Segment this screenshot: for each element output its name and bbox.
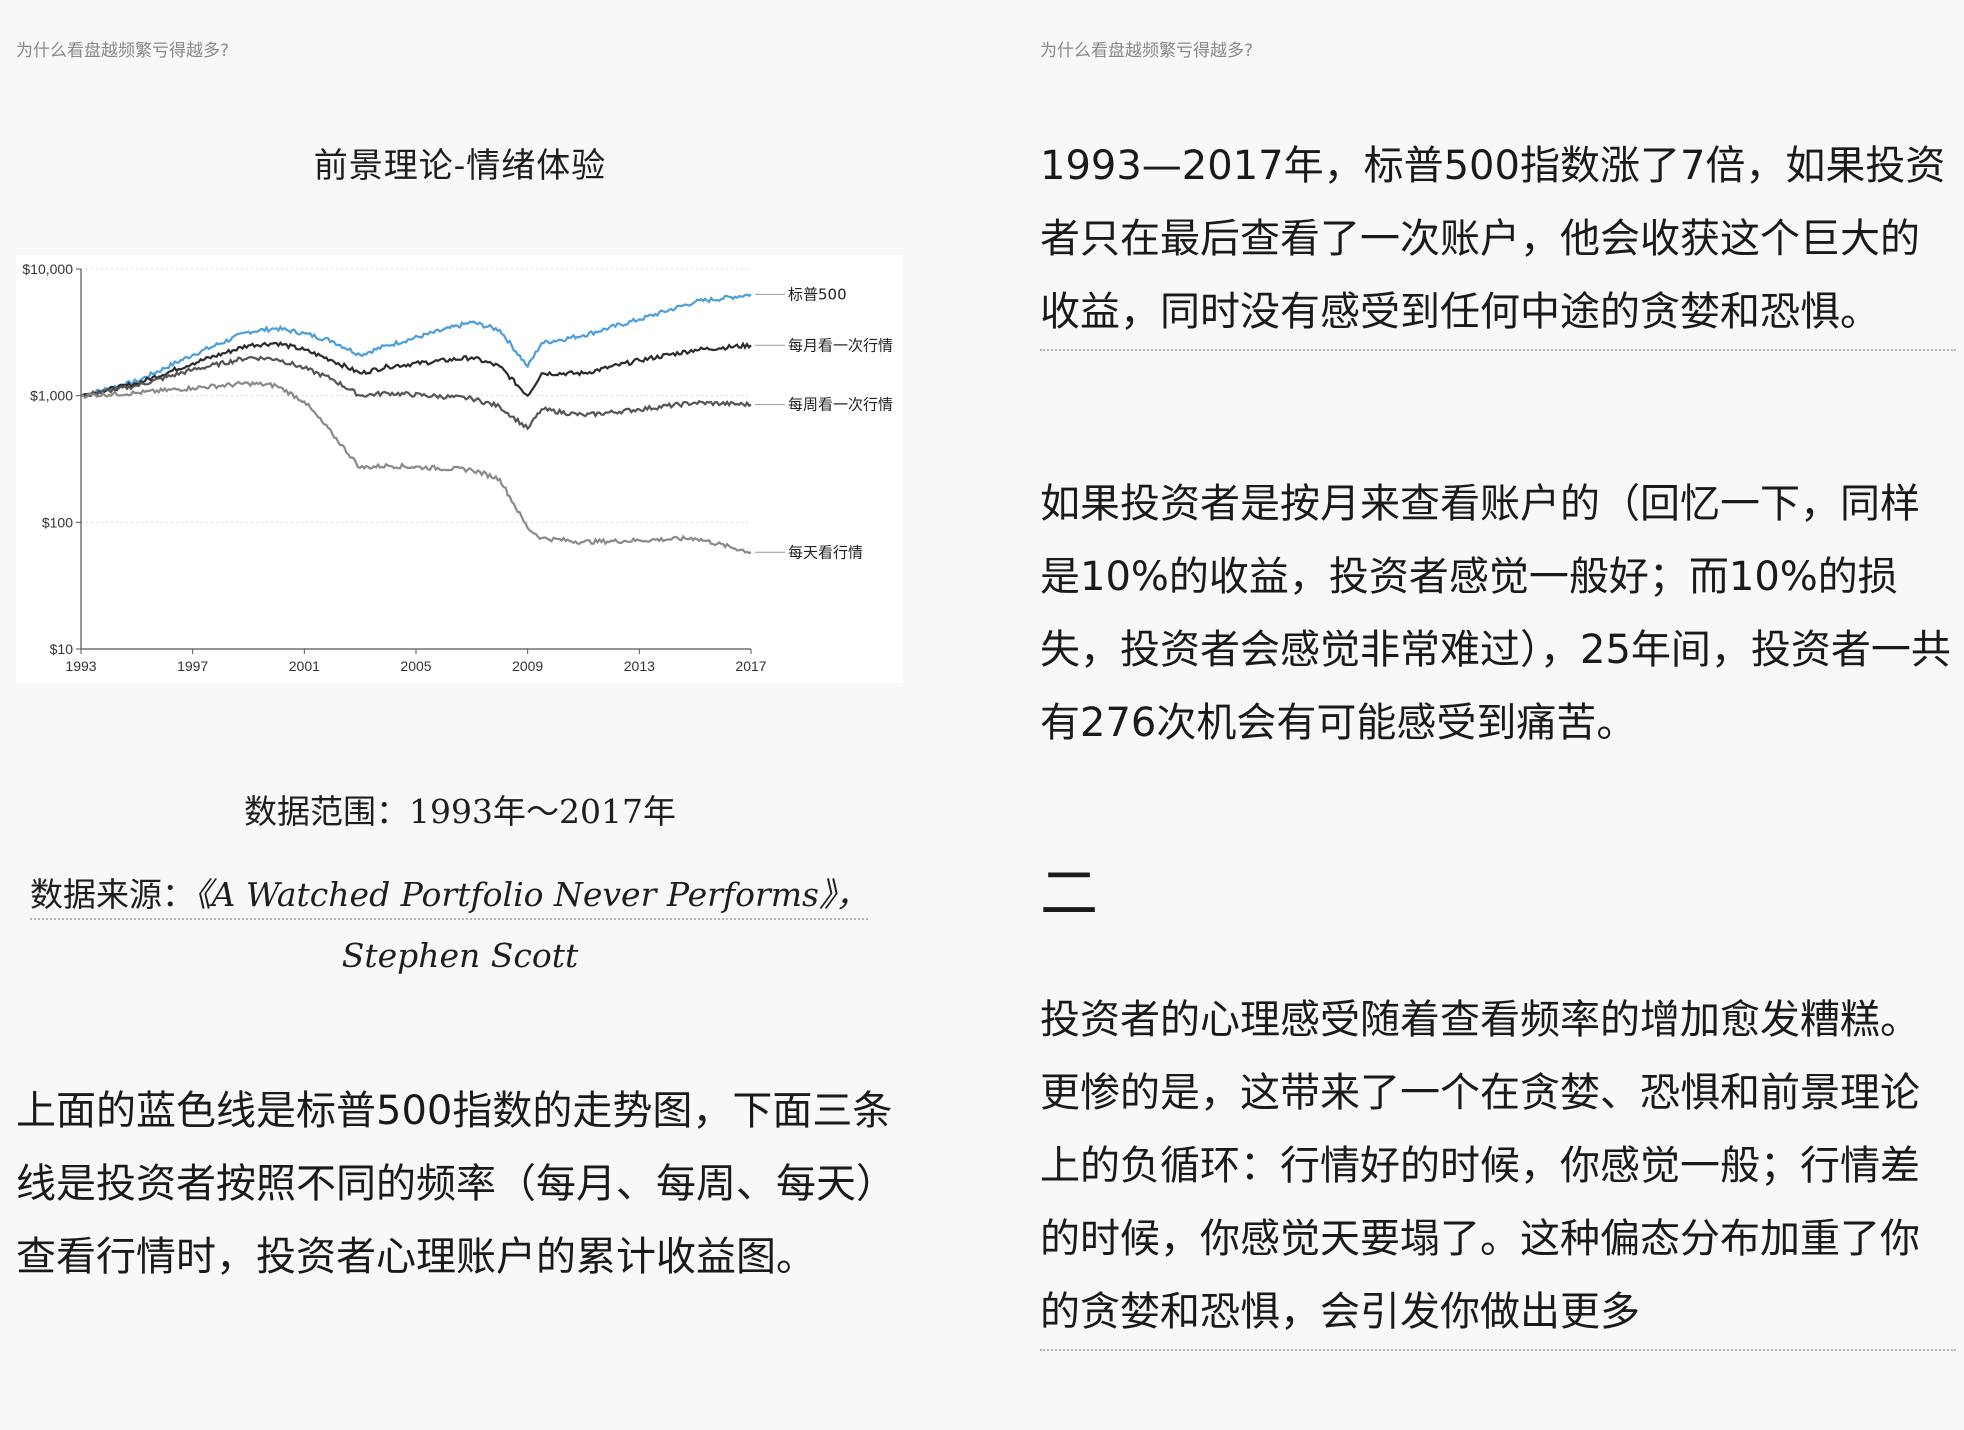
x-tick-label: 2017	[735, 658, 766, 674]
x-tick-label: 2013	[624, 658, 655, 674]
series-label: 标普500	[788, 285, 847, 303]
x-tick-label: 2001	[289, 658, 320, 674]
source-title: 《A Watched Portfolio Never Performs》，	[195, 875, 869, 914]
x-tick-label: 2005	[400, 658, 431, 674]
caption-author: Stephen Scott	[341, 936, 579, 975]
x-tick-label: 1993	[65, 658, 96, 674]
left-page: 为什么看盘越频繁亏得越多? 前景理论-情绪体验 $10,000 $1,000 $10…	[0, 0, 920, 1430]
y-tick-label: $1,000	[30, 388, 73, 404]
right-page: 为什么看盘越频繁亏得越多? 1993—2017年，标普500指数涨了7倍，如果投…	[1030, 0, 1964, 1430]
source-prefix: 数据来源：	[30, 875, 195, 914]
paragraph: 上面的蓝色线是标普500指数的走势图，下面三条线是投资者按照不同的频率（每月、每…	[16, 1088, 896, 1280]
y-tick-label: $10,000	[22, 261, 73, 277]
paragraph-highlighted[interactable]: 1993—2017年，标普500指数涨了7倍，如果投资者只在最后查看了一次账户，…	[1040, 130, 1956, 351]
series-label: 每周看一次行情	[788, 396, 893, 414]
running-header: 为什么看盘越频繁亏得越多?	[1040, 41, 1254, 61]
series-label: 每天看行情	[788, 543, 863, 561]
figure-title: 前景理论-情绪体验	[313, 146, 607, 186]
series-line	[80, 380, 752, 555]
source-line[interactable]: 数据来源：《A Watched Portfolio Never Performs…	[30, 875, 869, 920]
y-tick-label: $100	[42, 514, 73, 530]
series-line	[80, 341, 752, 398]
series-line	[81, 355, 752, 431]
section-number: 二	[1040, 859, 1099, 927]
caption-data-source: 数据来源：《A Watched Portfolio Never Performs…	[30, 868, 890, 920]
paragraph: 如果投资者是按月来查看账户的（回忆一下，同样是10%的收益，投资者感觉一般好；而…	[1040, 481, 1951, 746]
paragraph-highlighted[interactable]: 投资者的心理感受随着查看频率的增加愈发糟糕。更惨的是，这带来了一个在贪婪、恐惧和…	[1040, 984, 1956, 1351]
series-line	[80, 293, 752, 398]
x-tick-label: 2009	[512, 658, 543, 674]
x-tick-label: 1997	[177, 658, 208, 674]
running-header: 为什么看盘越频繁亏得越多?	[16, 41, 230, 61]
series-label: 每月看一次行情	[788, 336, 893, 354]
chart: $10,000 $1,000 $100 $10 1993 1997 2001 2005 2009…	[16, 255, 903, 683]
y-tick-label: $10	[50, 641, 74, 657]
caption-data-range: 数据范围：1993年～2017年	[244, 792, 676, 831]
